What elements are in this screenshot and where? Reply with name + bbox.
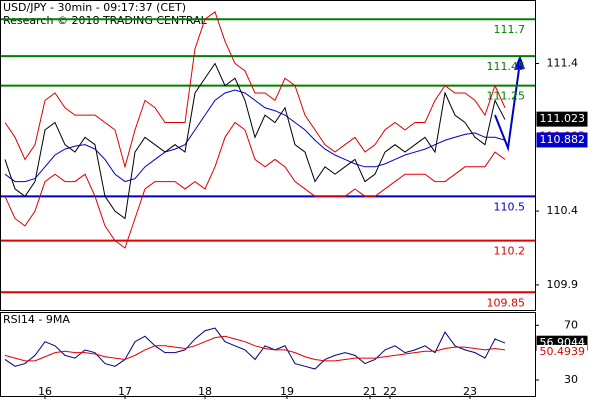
arrow-head bbox=[514, 55, 525, 70]
y-tick-label: 111.4 bbox=[547, 56, 579, 69]
price-marker bbox=[536, 132, 588, 148]
x-tick-label: 21 bbox=[363, 385, 377, 398]
series-line bbox=[4, 11, 506, 169]
level-label: 111.25 bbox=[487, 90, 526, 103]
forecast-arrow bbox=[494, 61, 521, 152]
chart-title: USD/JPY - 30min - 09:17:37 (CET) bbox=[3, 1, 186, 14]
price-marker bbox=[537, 344, 587, 359]
rsi-title: RSI14 - 9MA bbox=[3, 313, 70, 326]
series-line bbox=[4, 89, 506, 183]
price-marker-label: 50.4939 bbox=[540, 345, 586, 358]
price-panel bbox=[0, 0, 536, 311]
price-marker-label: 111.023 bbox=[540, 112, 586, 125]
x-tick-label: 22 bbox=[383, 385, 397, 398]
level-label: 111.7 bbox=[494, 23, 526, 36]
price-marker-label: 110.882 bbox=[540, 133, 586, 146]
price-marker bbox=[536, 111, 588, 127]
x-tick-label: 19 bbox=[280, 385, 294, 398]
y-tick-label: 109.9 bbox=[547, 278, 579, 291]
series-line bbox=[4, 327, 506, 370]
x-tick-label: 18 bbox=[198, 385, 212, 398]
rsi-panel bbox=[0, 312, 536, 397]
series-line bbox=[4, 335, 506, 362]
y-tick-label: 110.4 bbox=[547, 204, 579, 217]
x-tick-label: 16 bbox=[38, 385, 52, 398]
level-label: 111.45 bbox=[487, 60, 526, 73]
x-tick-label: 23 bbox=[463, 385, 477, 398]
series-line bbox=[4, 62, 506, 220]
series-line bbox=[4, 121, 506, 249]
y-tick-label: 70 bbox=[564, 318, 578, 331]
chart-subtitle: Research © 2018 TRADING CENTRAL bbox=[3, 14, 208, 27]
x-tick-label: 17 bbox=[118, 385, 132, 398]
level-label: 110.5 bbox=[494, 200, 526, 213]
y-tick-label: 30 bbox=[564, 373, 578, 386]
level-label: 110.2 bbox=[494, 245, 526, 258]
level-label: 109.85 bbox=[487, 296, 526, 309]
